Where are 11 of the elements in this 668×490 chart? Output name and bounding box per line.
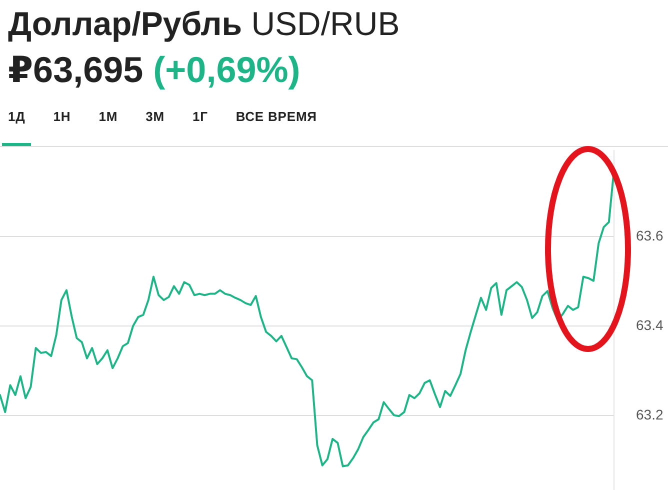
text: 1Д [2,100,32,146]
text: 1М [98,108,119,126]
y-tick-label: 63.4 [636,316,664,333]
chart-title: Доллар/Рубль USD/RUB [8,5,400,42]
chart-subtitle: ₽63,695 (+0,69%) [8,49,300,90]
text: ВСЕ ВРЕМЯ [234,108,318,126]
y-tick-label: 63.2 [636,406,664,422]
text: 1Н [52,108,72,126]
text: 3М [144,108,166,126]
y-tick-label: 63.6 [636,227,664,244]
text: 1Г [191,108,209,126]
